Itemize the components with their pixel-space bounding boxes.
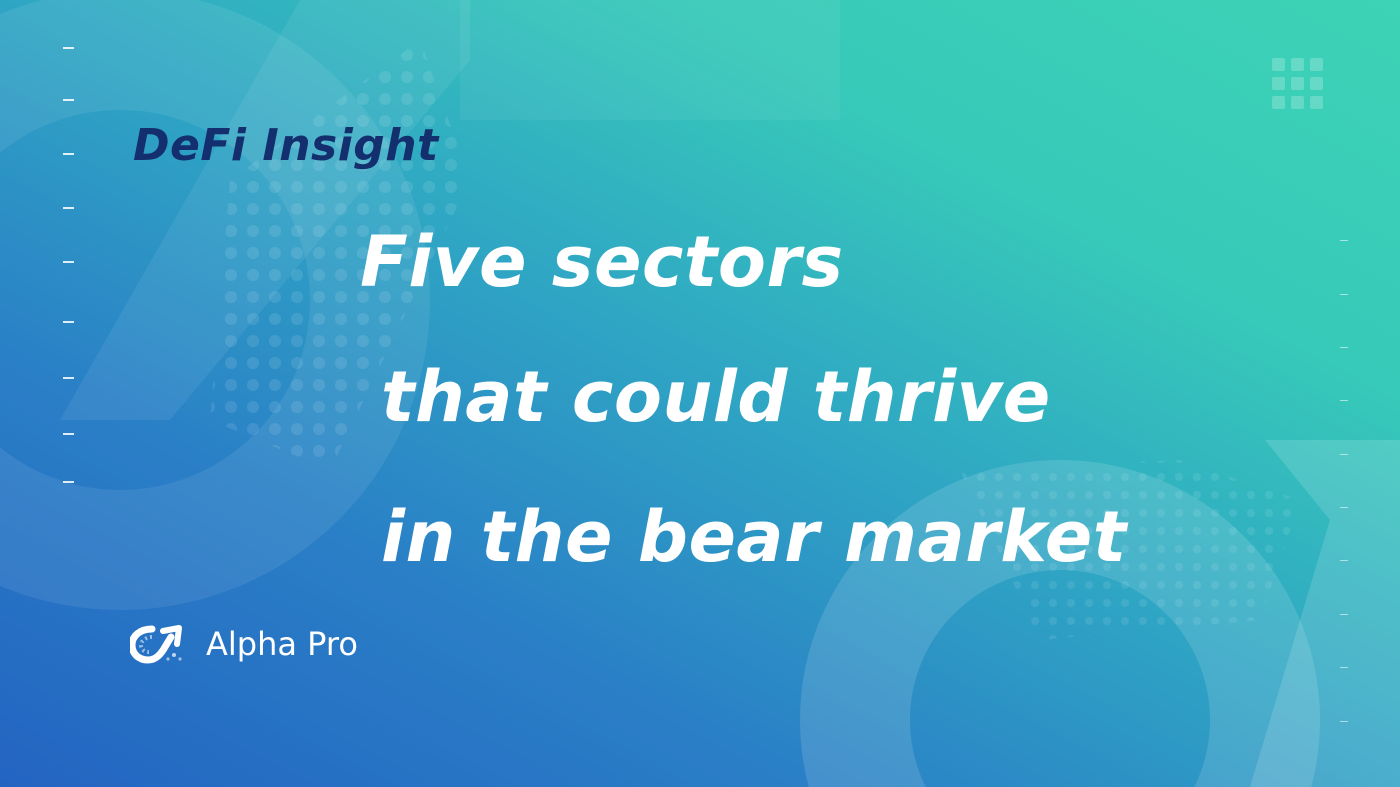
dot-grid-decoration [1272, 58, 1323, 109]
headline-line-1: Five sectors [360, 221, 844, 303]
headline-line-3: in the bear market [381, 496, 1127, 578]
brand-lockup: Alpha Pro [130, 620, 358, 668]
brand-name: Alpha Pro [206, 625, 358, 663]
kicker-heading: DeFi Insight [133, 120, 439, 171]
alpha-pro-logo-icon [130, 625, 182, 664]
headline-line-2: that could thrive [381, 356, 1051, 438]
